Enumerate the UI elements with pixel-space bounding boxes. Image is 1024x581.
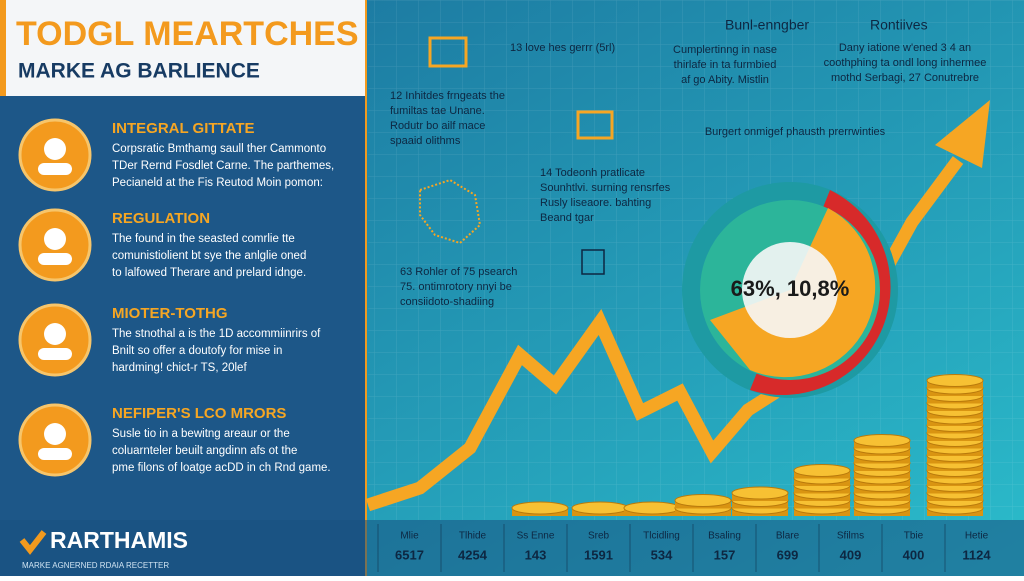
coin-top: [793, 464, 851, 477]
section-text: The found in the seasted comrlie tte: [112, 233, 295, 245]
table-value: 4254: [458, 547, 488, 562]
section-text: hardming! chict-r TS, 20lef: [112, 362, 247, 374]
section-text: Corpsratic Bmthamg saull ther Cammonto: [112, 143, 326, 155]
content: 63%, 10,8% INTEGRAL GITTATE Corpsratic Bmt…: [112, 42, 991, 563]
annotation: 75. ontimrotory nnyi be: [400, 281, 512, 293]
logo-check: [19, 530, 47, 555]
annotation: mothd Serbagi, 27 Conutrebre: [831, 72, 979, 84]
section-text: comunistiolient bt sye the anlglie oned: [112, 250, 306, 262]
annotation: 63 Rohler of 75 psearch: [400, 266, 517, 278]
table-value: 699: [777, 547, 799, 562]
pie-label: 63%, 10,8%: [731, 276, 850, 301]
annotation: Rodutr bo ailf mace: [390, 120, 485, 132]
logo-tagline: MARKE AGNERNED RDAIA RECETTER: [22, 561, 169, 570]
column-header: Rontiives: [870, 17, 928, 33]
section-text: coluarnteler beuilt angdinn afs ot the: [112, 445, 297, 457]
annotation: af go Abity. Mistlin: [681, 74, 769, 86]
section-text: The stnothal a is the 1D accommiinrirs o…: [112, 328, 321, 340]
table-label: Bsaling: [708, 531, 741, 542]
section-icon-glyph: [38, 163, 72, 175]
annotation: Sounhtlvi. surning rensrfes: [540, 182, 671, 194]
arrow-head: [935, 100, 990, 168]
section-heading: REGULATION: [112, 210, 210, 227]
table-label: Tbie: [904, 531, 924, 542]
decorations: [18, 36, 990, 572]
annotation: Burgert onmigef phausth prerrwinties: [705, 126, 886, 138]
title-accent: [0, 0, 6, 96]
section-icon-glyph: [38, 253, 72, 265]
section-heading: MIOTER-TOTHG: [112, 305, 228, 322]
title: TODGL MEARTCHES: [16, 15, 359, 53]
table-label: Ss Enne: [517, 531, 555, 542]
icon: [576, 110, 614, 140]
coin-top: [674, 494, 732, 507]
column-header: Bunl-enngber: [725, 17, 809, 33]
section-icon-glyph: [44, 323, 66, 345]
coin-top: [853, 434, 911, 447]
section-icon-glyph: [38, 448, 72, 460]
annotation: 13 love hes gerrr (5rl): [510, 42, 615, 54]
table-label: Tlhide: [459, 531, 487, 542]
table-label: Blare: [776, 531, 800, 542]
section-text: Pecianeld at the Fis Reutod Moin pomon:: [112, 177, 323, 189]
annotation: coothphing ta ondl long inhermee: [824, 57, 987, 69]
logo-name: RARTHAMIS: [50, 527, 188, 553]
subtitle: MARKE AG BARLIENCE: [18, 60, 260, 83]
section-heading: INTEGRAL GITTATE: [112, 120, 255, 137]
pie-center: [742, 242, 838, 338]
table-label: Hetie: [965, 531, 989, 542]
title-box: [0, 0, 366, 96]
annotation: Rusly liseaore. bahting: [540, 197, 651, 209]
section-heading: NEFIPER'S LCO MRORS: [112, 405, 286, 422]
table-value: 6517: [395, 547, 424, 562]
section-text: TDer Rernd Fosdlet Carne. The parthemes,: [112, 160, 334, 172]
table-label: Sreb: [588, 531, 610, 542]
coin-top: [731, 486, 789, 500]
icon: [428, 36, 468, 68]
footer-band: [0, 520, 1024, 576]
map-icon: [419, 178, 482, 245]
annotation: thirlafe in ta furmbied: [674, 59, 777, 71]
table-label: Tlcidling: [643, 531, 680, 542]
section-text: Susle tio in a bewitng areaur or the: [112, 428, 290, 440]
table-value: 409: [840, 547, 862, 562]
section-icon-glyph: [44, 423, 66, 445]
annotation: spaaid olithms: [390, 135, 461, 147]
table-value: 534: [651, 547, 673, 562]
annotation: 12 Inhitdes frngeats the: [390, 90, 505, 102]
table-value: 1591: [584, 547, 613, 562]
icon: [581, 249, 605, 275]
section-text: to lalfowed Therare and prelard idnge.: [112, 267, 306, 279]
section-icon-glyph: [44, 138, 66, 160]
coin-top: [926, 374, 984, 387]
annotation: Cumplertinng in nase: [673, 44, 777, 56]
table-value: 400: [903, 547, 925, 562]
coin-top: [571, 501, 629, 515]
coin-top: [511, 501, 569, 515]
table-label: Mlie: [400, 531, 419, 542]
table-value: 157: [714, 547, 736, 562]
coin-top: [623, 501, 681, 515]
table-label: Sfilms: [837, 531, 864, 542]
annotation: Dany iatione w'ened 3 4 an: [839, 42, 971, 54]
annotation: 14 Todeonh pratlicate: [540, 167, 645, 179]
section-icon-glyph: [44, 228, 66, 250]
section-icon-glyph: [38, 348, 72, 360]
table-value: 1124: [962, 547, 991, 562]
section-text: pme filons of loatge acDD in ch Rnd game…: [112, 462, 331, 474]
annotation: consiidoto-shadiing: [400, 296, 494, 308]
annotation: fumiltas tae Unane.: [390, 105, 485, 117]
table-value: 143: [525, 547, 547, 562]
section-text: Bnilt so offer a doutofy for mise in: [112, 345, 282, 357]
annotation: Beand tgar: [540, 212, 594, 224]
